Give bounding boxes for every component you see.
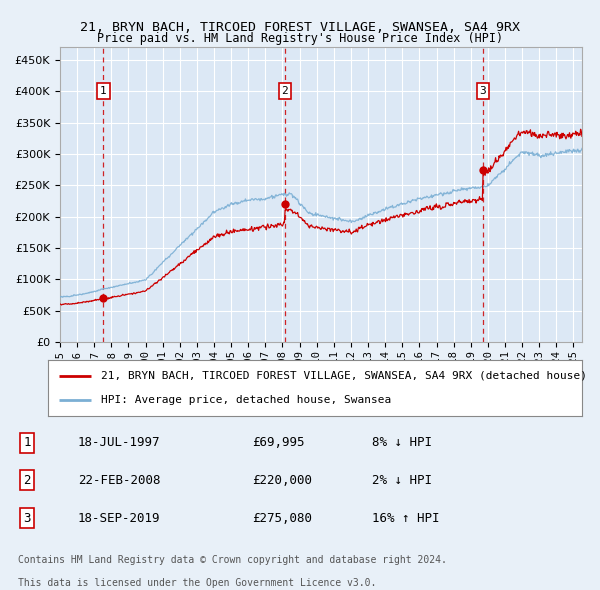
Text: 2: 2: [281, 86, 288, 96]
Text: 3: 3: [479, 86, 486, 96]
Text: This data is licensed under the Open Government Licence v3.0.: This data is licensed under the Open Gov…: [18, 578, 376, 588]
Text: 2% ↓ HPI: 2% ↓ HPI: [372, 474, 432, 487]
Text: 21, BRYN BACH, TIRCOED FOREST VILLAGE, SWANSEA, SA4 9RX (detached house): 21, BRYN BACH, TIRCOED FOREST VILLAGE, S…: [101, 371, 587, 381]
Text: 16% ↑ HPI: 16% ↑ HPI: [372, 512, 439, 525]
Text: Contains HM Land Registry data © Crown copyright and database right 2024.: Contains HM Land Registry data © Crown c…: [18, 555, 447, 565]
Text: 1: 1: [23, 436, 31, 449]
Text: £275,080: £275,080: [252, 512, 312, 525]
Text: 3: 3: [23, 512, 31, 525]
Text: Price paid vs. HM Land Registry's House Price Index (HPI): Price paid vs. HM Land Registry's House …: [97, 32, 503, 45]
Text: 1: 1: [100, 86, 107, 96]
Text: 18-SEP-2019: 18-SEP-2019: [78, 512, 161, 525]
Text: 22-FEB-2008: 22-FEB-2008: [78, 474, 161, 487]
Text: 2: 2: [23, 474, 31, 487]
Text: 8% ↓ HPI: 8% ↓ HPI: [372, 436, 432, 449]
Text: £69,995: £69,995: [252, 436, 305, 449]
Text: 21, BRYN BACH, TIRCOED FOREST VILLAGE, SWANSEA, SA4 9RX: 21, BRYN BACH, TIRCOED FOREST VILLAGE, S…: [80, 21, 520, 34]
Text: 18-JUL-1997: 18-JUL-1997: [78, 436, 161, 449]
Text: £220,000: £220,000: [252, 474, 312, 487]
Text: HPI: Average price, detached house, Swansea: HPI: Average price, detached house, Swan…: [101, 395, 392, 405]
